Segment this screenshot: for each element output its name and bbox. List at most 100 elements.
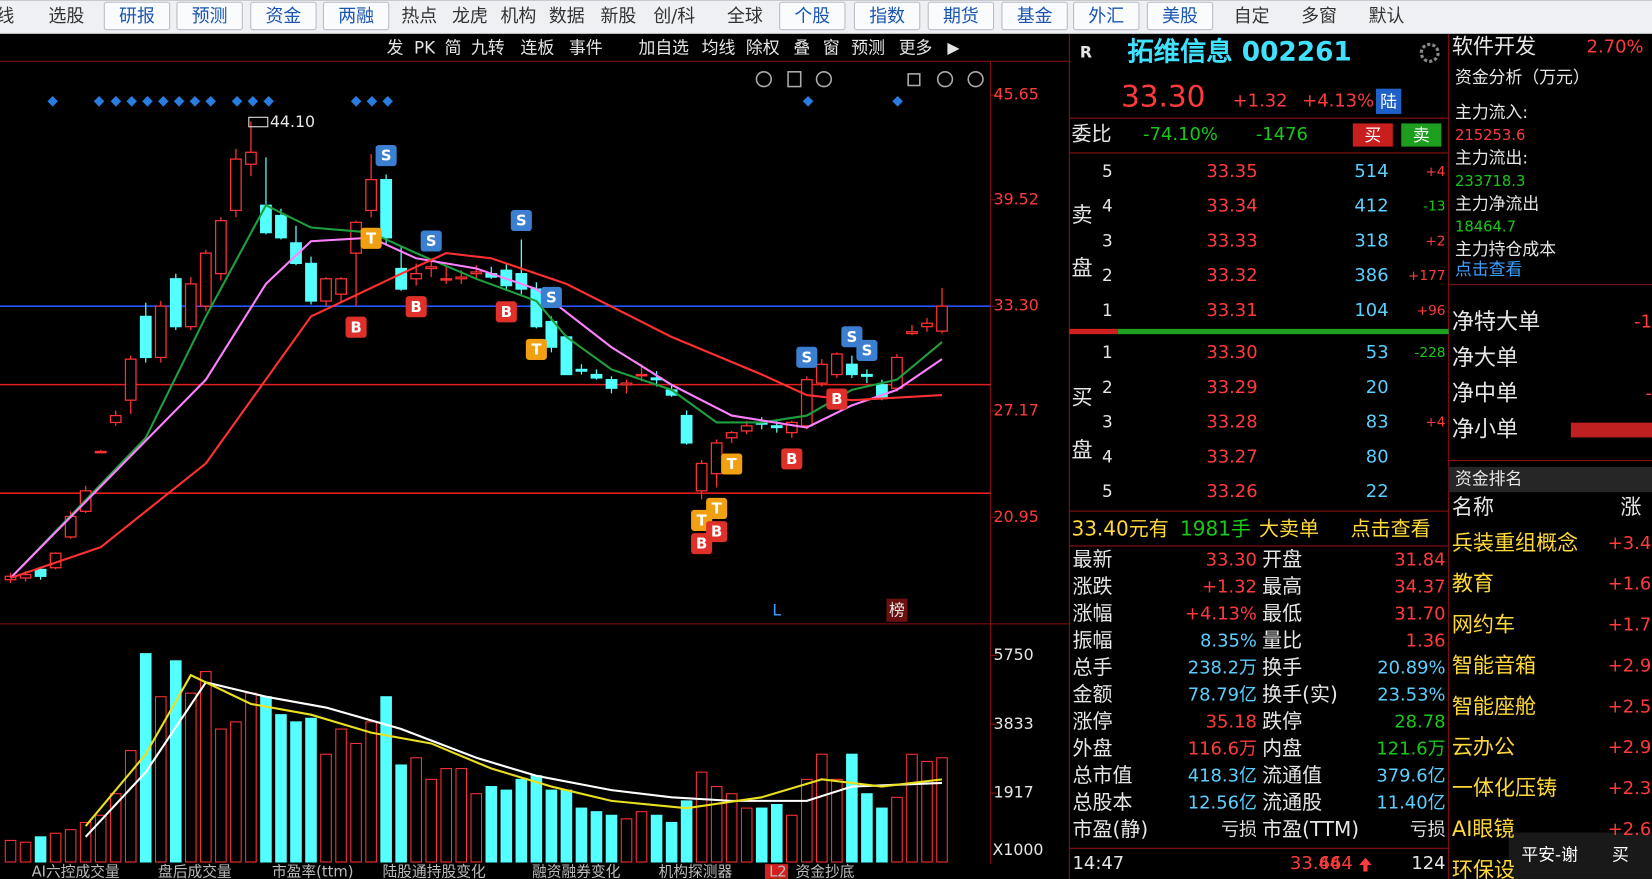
big-order: 1981手 <box>1180 517 1251 541</box>
icon[interactable] <box>815 71 833 88</box>
toolbar-button[interactable] <box>779 1 846 31</box>
cost-link[interactable]: 点击查看 <box>1455 259 1522 279</box>
candle-body <box>290 242 302 265</box>
popup-bg <box>1508 832 1652 879</box>
toolbar-button[interactable] <box>1146 1 1214 31</box>
stat-value: 12.56亿 <box>1188 792 1257 813</box>
volume-bar <box>515 778 528 863</box>
toolbar-button[interactable] <box>103 1 171 31</box>
book-price: 33.30 <box>1206 342 1257 363</box>
volume-bar <box>635 811 648 863</box>
book-change: -228 <box>1414 345 1445 361</box>
icon[interactable] <box>907 73 921 87</box>
candle-body <box>575 368 588 372</box>
ma-line <box>84 681 943 838</box>
event-diamond <box>205 96 216 107</box>
candle-body <box>620 382 633 386</box>
stat-value: 34.37 <box>1394 577 1445 598</box>
volume-bar <box>455 768 468 863</box>
event-label: L <box>772 601 781 620</box>
candle-body <box>380 178 393 239</box>
change: +1.32 <box>1233 90 1288 111</box>
toolbar-item: 外汇 <box>1088 6 1124 27</box>
more-arrow: ▶ <box>947 38 960 57</box>
stock-title: 拓维信息 002261 <box>1127 36 1351 67</box>
rank-value: +2.3 <box>1608 778 1651 799</box>
toolbar-item: 创/科 <box>653 6 695 27</box>
candle-body <box>440 278 453 281</box>
toolbar-button[interactable] <box>927 1 995 31</box>
rank-name: 智能音箱 <box>1452 652 1536 677</box>
bottom-tab[interactable]: 融资融券变化 <box>532 864 621 879</box>
bottom-tab[interactable]: L2 <box>769 864 787 879</box>
toolbar-button[interactable] <box>1073 1 1140 31</box>
book-level: 5 <box>1102 481 1113 501</box>
toolbar-button[interactable] <box>853 1 921 31</box>
chart-tool: 窗 <box>823 38 840 58</box>
fund-label: 主力净流出 <box>1455 194 1539 214</box>
stat-label: 涨停 <box>1073 709 1113 733</box>
settings-icon[interactable] <box>1419 42 1440 63</box>
volume-bar <box>19 841 32 863</box>
candle-body <box>560 336 573 376</box>
toolbar-item: 自定 <box>1234 6 1270 27</box>
sell-button-label: 卖 <box>1413 125 1430 145</box>
icon[interactable] <box>787 71 802 88</box>
bottom-tab[interactable]: 资金抄底 <box>795 864 854 879</box>
bottom-tab[interactable]: 市盈率(ttm) <box>272 864 354 879</box>
candle-body <box>94 450 107 454</box>
signal-badge <box>540 286 562 308</box>
rank-title: 资金排名 <box>1455 469 1522 489</box>
stat-label: 市盈(静) <box>1073 817 1149 841</box>
toolbar-button[interactable] <box>176 1 243 31</box>
stat-label: 跌停 <box>1262 709 1302 733</box>
toolbar-button[interactable] <box>322 1 390 31</box>
icon[interactable] <box>936 71 954 88</box>
toolbar-item: 多窗 <box>1301 6 1337 27</box>
volume-bar <box>801 778 813 863</box>
volume-bar <box>215 728 227 863</box>
bottom-tab[interactable]: AI六控成交量 <box>32 863 120 879</box>
candle-body <box>635 373 648 377</box>
volume-bar <box>725 793 738 863</box>
stat-value: 31.70 <box>1394 604 1445 625</box>
toolbar-button[interactable] <box>250 1 317 31</box>
volume-bar <box>64 829 77 863</box>
candle-body <box>830 353 843 376</box>
candle-body <box>906 331 918 335</box>
signal-label: B <box>350 319 361 336</box>
big-order: 点击查看 <box>1351 517 1431 541</box>
volume-bar <box>290 721 302 863</box>
toolbar-item: 新股 <box>601 6 637 27</box>
event-diamond <box>158 96 169 107</box>
volume-bar <box>755 807 768 863</box>
signal-label: B <box>696 536 707 553</box>
volume-bar <box>335 728 347 863</box>
stat-label: 外盘 <box>1073 736 1113 760</box>
y-tick-label: 20.95 <box>994 507 1039 526</box>
bottom-tab[interactable]: 机构探测器 <box>658 864 732 879</box>
signal-label: T <box>366 230 376 247</box>
stat-value: 121.6万 <box>1376 738 1445 759</box>
toolbar-item: 线 <box>0 6 14 27</box>
sell-button[interactable] <box>1401 123 1442 147</box>
bottom-tab[interactable]: 盘后成交量 <box>158 863 232 879</box>
weibi-label: 委比 <box>1071 122 1111 146</box>
icon[interactable] <box>755 71 773 88</box>
book-volume: 386 <box>1354 265 1388 286</box>
toolbar-button[interactable] <box>1001 1 1068 31</box>
event-diamond <box>366 96 378 107</box>
bottom-tab[interactable]: 陆股通持股变化 <box>382 864 486 879</box>
up-arrow <box>1359 857 1372 872</box>
icon[interactable] <box>967 71 984 88</box>
rank-name: AI眼镜 <box>1452 816 1515 841</box>
book-level: 1 <box>1102 342 1113 362</box>
buy-button[interactable] <box>1352 123 1393 147</box>
popup-text[interactable]: 买 <box>1612 845 1629 865</box>
fund-title: 资金分析（万元） <box>1455 67 1590 87</box>
volume-bar <box>185 692 197 863</box>
candle-body <box>470 271 483 275</box>
book-level: 5 <box>1102 161 1113 181</box>
volume-bar <box>891 796 903 863</box>
